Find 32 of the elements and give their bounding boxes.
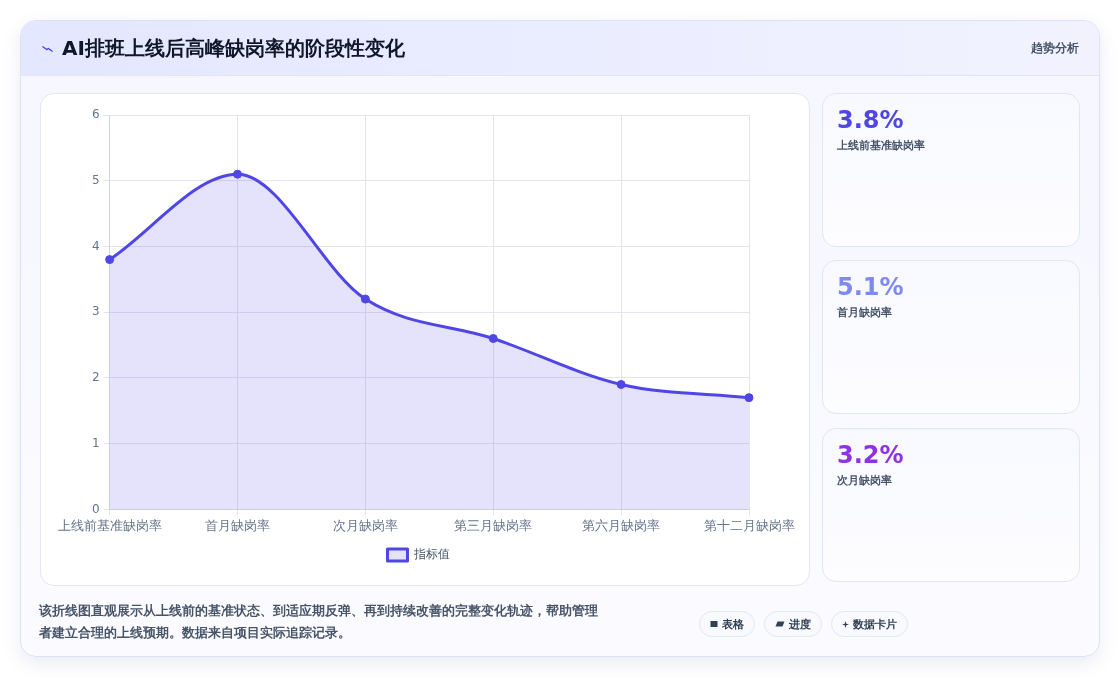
point [616, 380, 626, 390]
pill-button[interactable]: 数据卡片 [831, 611, 908, 637]
y-tick-label: 2 [91, 370, 100, 385]
text: 首月缺岗率 [837, 306, 892, 320]
pill-button[interactable]: 进度 [764, 611, 822, 637]
y-tick-label: 1 [91, 435, 100, 450]
x-tick-label: 次月缺岗率 [332, 517, 398, 533]
text: 次月缺岗率 [837, 474, 892, 488]
text: 上线前基准缺岗率 [837, 139, 925, 153]
point [105, 255, 115, 265]
text: 3.8% [837, 106, 904, 134]
x-tick-label: 第六月缺岗率 [582, 517, 661, 533]
text: 5.1% [837, 273, 904, 301]
point [360, 294, 370, 304]
point [233, 169, 243, 179]
y-tick-label: 5 [91, 172, 100, 187]
x-tick-label: 首月缺岗率 [205, 517, 271, 533]
point [488, 333, 498, 343]
y-tick-label: 0 [91, 501, 100, 516]
text: 趋势分析 [1031, 40, 1079, 56]
text: 3.2% [837, 441, 904, 469]
pill-button[interactable]: 表格 [699, 611, 755, 637]
point [744, 393, 754, 403]
chart-title: AI排班上线后高峰缺岗率的阶段性变化 [62, 36, 405, 60]
text: 该折线图直观展示从上线前的基准状态、到适应期反弹、再到持续改善的完整变化轨迹，帮助管理者建立合理的上线预期。数据来自项目实际追踪记录。 [39, 602, 599, 642]
y-tick-label: 4 [91, 238, 100, 253]
x-tick-label: 第十二月缺岗率 [703, 517, 795, 533]
legend-label: 指标值 [412, 547, 450, 562]
x-tick-label: 上线前基准缺岗率 [57, 517, 162, 533]
x-tick-label: 第三月缺岗率 [454, 517, 533, 533]
y-tick-label: 6 [91, 107, 100, 122]
y-tick-label: 3 [91, 304, 100, 319]
